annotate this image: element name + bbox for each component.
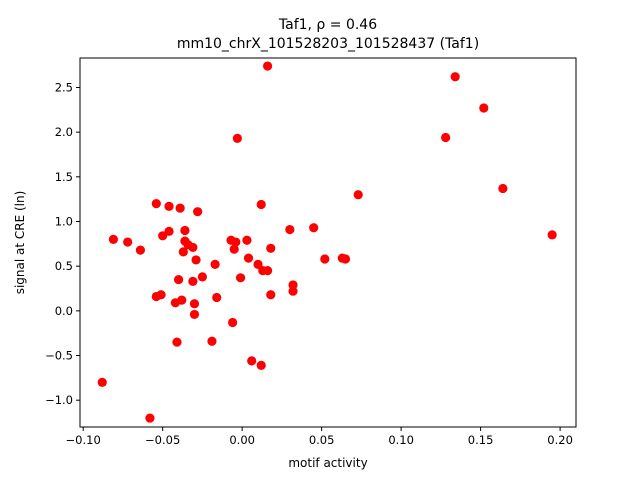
data-point-22 bbox=[189, 299, 200, 309]
x-axis-label: motif activity bbox=[288, 456, 367, 470]
y-axis-ticks: −1.0 −0.5 0.0 0.5 1.0 1.5 2.0 2.5 bbox=[45, 80, 80, 407]
y-tick-label: 1.5 bbox=[55, 170, 73, 184]
data-point-49 bbox=[288, 280, 298, 290]
y-tick-label: −0.5 bbox=[45, 349, 73, 363]
data-point-44 bbox=[262, 61, 273, 71]
data-point-56 bbox=[450, 72, 460, 82]
x-tick-label: −0.05 bbox=[145, 433, 180, 447]
data-point-57 bbox=[479, 103, 489, 113]
data-point-46 bbox=[266, 290, 276, 300]
data-point-41 bbox=[256, 199, 266, 210]
y-axis-label: signal at CRE (ln) bbox=[13, 191, 27, 295]
y-tick-label: 2.0 bbox=[55, 125, 73, 139]
data-point-54 bbox=[353, 190, 363, 200]
data-point-51 bbox=[320, 254, 330, 264]
data-point-2 bbox=[123, 237, 133, 247]
data-point-14 bbox=[175, 203, 185, 213]
data-point-9 bbox=[164, 226, 174, 236]
data-point-27 bbox=[207, 336, 217, 346]
data-point-26 bbox=[197, 272, 208, 282]
x-tick-label: 0.10 bbox=[388, 433, 414, 447]
data-point-21 bbox=[188, 242, 198, 253]
data-point-28 bbox=[210, 259, 220, 269]
data-point-4 bbox=[145, 413, 155, 423]
data-point-7 bbox=[156, 290, 166, 300]
data-point-59 bbox=[547, 230, 557, 240]
data-point-13 bbox=[173, 274, 184, 285]
data-point-55 bbox=[441, 132, 451, 143]
y-tick-label: 0.5 bbox=[55, 259, 73, 273]
data-point-25 bbox=[193, 207, 203, 217]
data-point-40 bbox=[256, 360, 266, 370]
data-point-8 bbox=[158, 231, 168, 241]
data-point-29 bbox=[212, 292, 222, 303]
data-point-36 bbox=[242, 235, 252, 245]
data-point-15 bbox=[177, 295, 187, 305]
data-point-1 bbox=[108, 234, 118, 244]
data-point-17 bbox=[180, 225, 190, 236]
x-tick-label: 0.20 bbox=[547, 433, 573, 447]
data-point-47 bbox=[285, 224, 295, 235]
y-tick-label: 2.5 bbox=[55, 80, 73, 94]
data-point-58 bbox=[498, 183, 508, 194]
data-point-23 bbox=[189, 309, 200, 320]
data-point-37 bbox=[243, 253, 254, 263]
y-tick-label: 0.0 bbox=[55, 304, 73, 318]
data-point-24 bbox=[191, 255, 201, 265]
plot-frame bbox=[79, 57, 577, 428]
data-points bbox=[97, 61, 557, 423]
data-point-5 bbox=[151, 199, 161, 209]
x-axis-ticks: −0.10 −0.05 0.00 0.05 0.10 0.15 0.20 bbox=[66, 427, 573, 447]
chart-title-line1: Taf1, ρ = 0.46 bbox=[278, 17, 377, 33]
data-point-0 bbox=[97, 377, 107, 387]
data-point-38 bbox=[247, 356, 257, 366]
x-tick-label: 0.05 bbox=[309, 433, 335, 447]
data-point-39 bbox=[253, 259, 263, 269]
data-point-16 bbox=[178, 247, 188, 257]
data-point-10 bbox=[164, 201, 174, 211]
data-point-50 bbox=[309, 223, 319, 233]
chart-title-line2: mm10_chrX_101528203_101528437 (Taf1) bbox=[177, 36, 479, 52]
data-point-34 bbox=[232, 133, 242, 144]
y-tick-label: 1.0 bbox=[55, 215, 73, 229]
data-point-35 bbox=[235, 273, 246, 283]
data-point-31 bbox=[228, 317, 238, 328]
data-point-43 bbox=[262, 266, 273, 276]
x-tick-label: 0.15 bbox=[468, 433, 494, 447]
data-point-45 bbox=[266, 243, 276, 253]
data-point-20 bbox=[188, 276, 198, 286]
data-point-33 bbox=[231, 237, 241, 247]
data-point-32 bbox=[229, 244, 239, 254]
data-point-12 bbox=[172, 337, 182, 347]
y-tick-label: −1.0 bbox=[45, 393, 73, 407]
x-tick-label: 0.00 bbox=[229, 433, 255, 447]
data-point-53 bbox=[340, 254, 351, 264]
x-tick-label: −0.10 bbox=[66, 433, 101, 447]
data-point-3 bbox=[135, 245, 146, 255]
